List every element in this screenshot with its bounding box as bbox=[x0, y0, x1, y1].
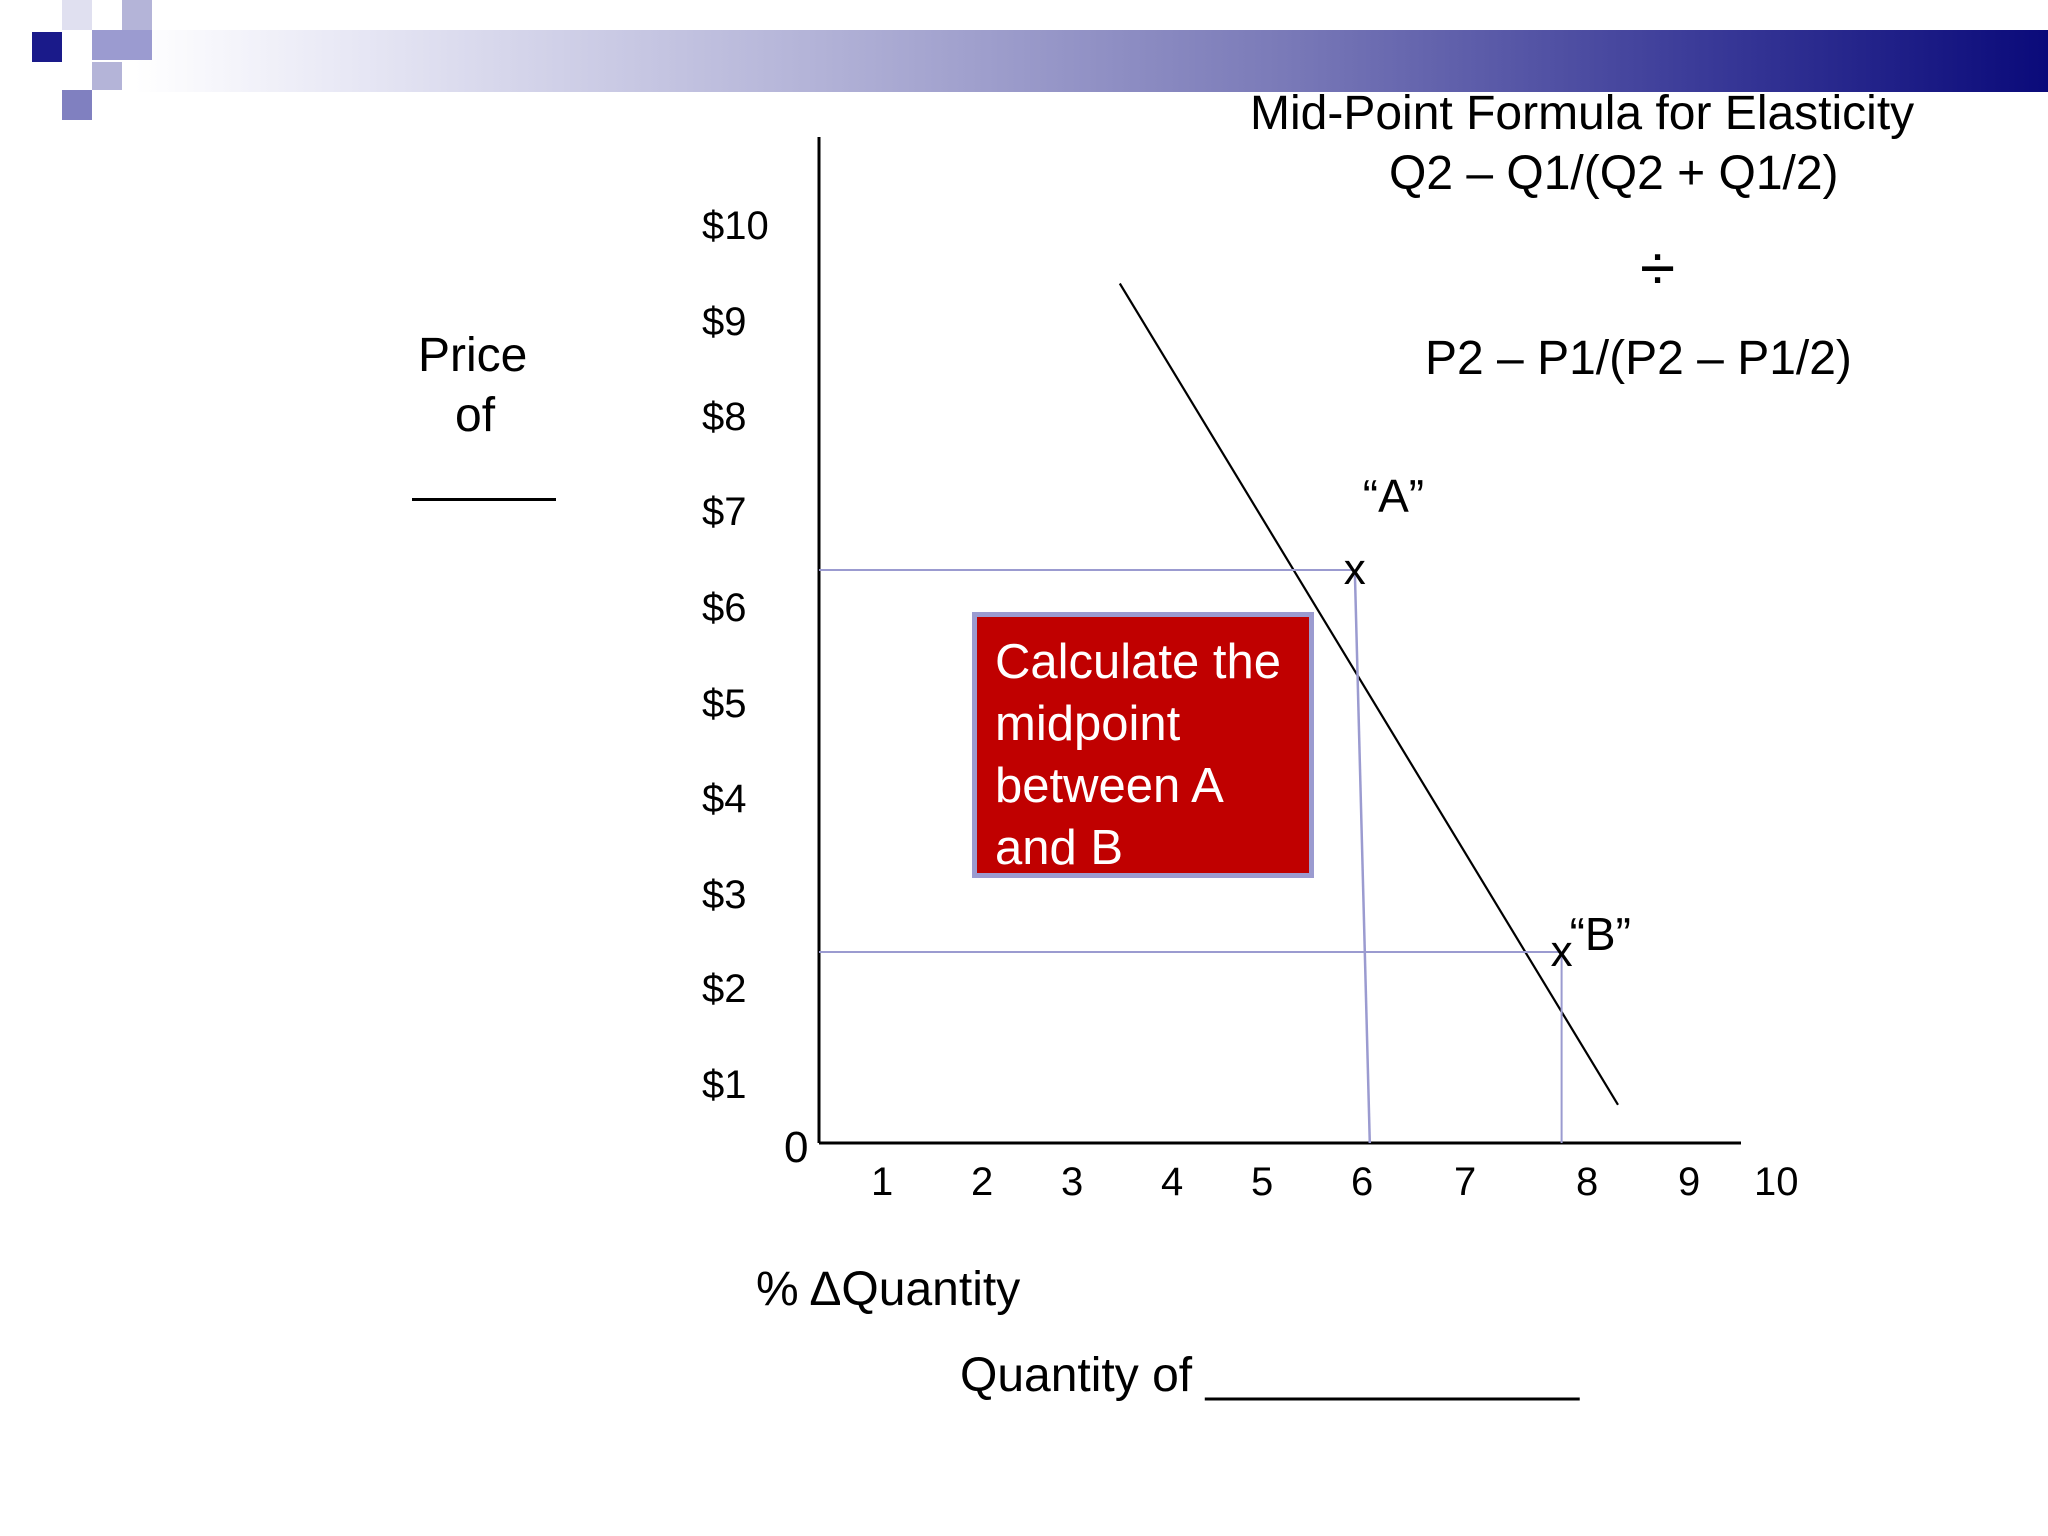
callout-line: Calculate the bbox=[995, 635, 1282, 689]
x-tick-label: 1 bbox=[871, 1160, 894, 1204]
y-tick-label: $5 bbox=[702, 682, 747, 726]
y-tick-label: $8 bbox=[702, 395, 747, 439]
y-tick-label: $10 bbox=[702, 204, 769, 248]
x-axis-quantity-label: Quantity of ______________ bbox=[960, 1349, 1580, 1402]
x-tick-label: 3 bbox=[1061, 1160, 1084, 1204]
point-b-marker: x bbox=[1551, 927, 1573, 976]
header-banner bbox=[135, 30, 2048, 92]
x-axis-percent-label: % ΔQuantity bbox=[756, 1263, 1021, 1316]
x-tick-label: 7 bbox=[1454, 1160, 1477, 1204]
banner-square bbox=[122, 30, 152, 60]
banner-square bbox=[92, 62, 122, 90]
guide-line-a-vertical bbox=[1353, 569, 1372, 1144]
banner-square bbox=[92, 30, 122, 60]
midpoint-callout: Calculate the midpoint between A and B bbox=[972, 612, 1314, 878]
point-a-marker: x bbox=[1344, 545, 1366, 594]
formula-title: Mid-Point Formula for Elasticity bbox=[1250, 87, 1915, 140]
callout-line: and B bbox=[995, 821, 1124, 875]
banner-square-dark bbox=[32, 32, 62, 62]
y-tick-label: $6 bbox=[702, 586, 747, 630]
x-tick-label: 4 bbox=[1161, 1160, 1184, 1204]
x-tick-label: 8 bbox=[1576, 1160, 1599, 1204]
divide-symbol: ÷ bbox=[1640, 232, 1676, 304]
callout-line: between A bbox=[995, 759, 1224, 813]
x-tick-label: 10 bbox=[1754, 1160, 1799, 1204]
y-tick-label: $3 bbox=[702, 873, 747, 917]
y-axis-label-blank bbox=[412, 498, 556, 501]
y-tick-label: $9 bbox=[702, 300, 747, 344]
y-axis-label-line1: Price bbox=[418, 329, 528, 382]
point-b-label: “B” bbox=[1570, 908, 1631, 960]
banner-square bbox=[122, 0, 152, 30]
y-tick-label: $2 bbox=[702, 967, 747, 1011]
y-axis-label-line2: of bbox=[455, 389, 496, 442]
x-tick-label: 6 bbox=[1351, 1160, 1374, 1204]
callout-line: midpoint bbox=[995, 697, 1181, 751]
demand-curve bbox=[1118, 282, 1619, 1106]
banner-square bbox=[62, 0, 92, 30]
x-tick-label: 5 bbox=[1251, 1160, 1274, 1204]
formula-denominator: P2 – P1/(P2 – P1/2) bbox=[1425, 332, 1852, 385]
y-tick-label: $7 bbox=[702, 490, 747, 534]
y-tick-label: $1 bbox=[702, 1063, 747, 1107]
x-tick-label: 2 bbox=[971, 1160, 994, 1204]
banner-square bbox=[62, 90, 92, 120]
formula-numerator: Q2 – Q1/(Q2 + Q1/2) bbox=[1389, 147, 1839, 200]
y-tick-label: $4 bbox=[702, 777, 747, 821]
origin-label: 0 bbox=[784, 1123, 809, 1172]
x-tick-label: 9 bbox=[1678, 1160, 1701, 1204]
point-a-label: “A” bbox=[1363, 470, 1424, 522]
